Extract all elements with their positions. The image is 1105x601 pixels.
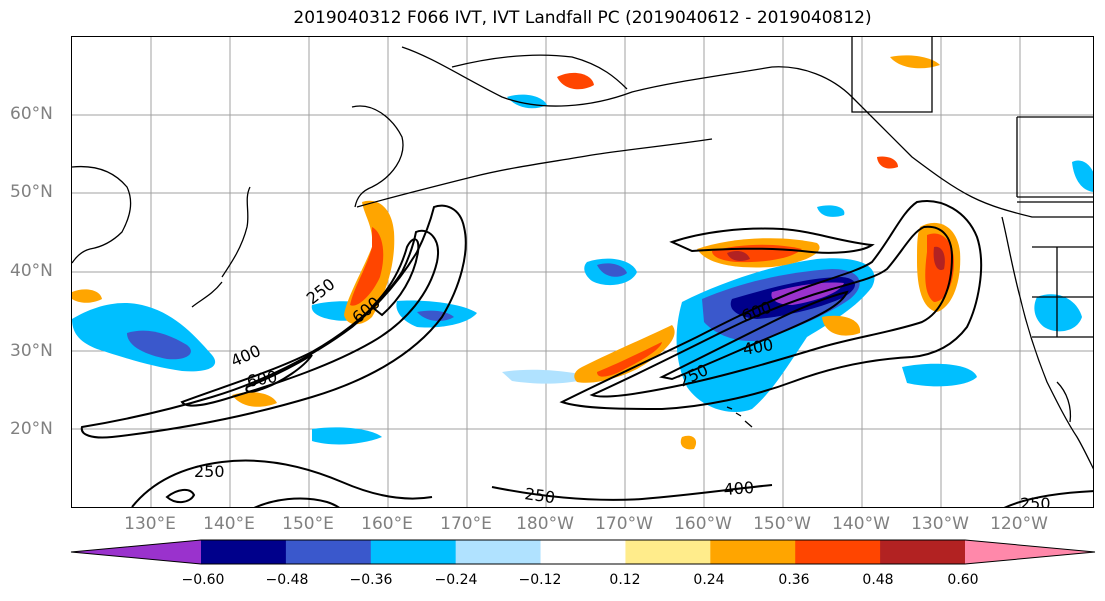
contour-label: 400 [723,478,755,499]
contour-250-south [254,497,340,507]
positive-anomaly-region [822,315,861,336]
contour-250-east [559,200,983,411]
colorbar-tick-label: −0.48 [265,572,309,588]
negative-anomaly-region [1034,294,1082,332]
longitude-label: 140°E [203,514,255,534]
contour-250-east-north [669,227,875,254]
north-america-coastline [1001,216,1093,470]
positive-anomaly-region [72,289,102,303]
colorbar-segment [880,540,966,564]
siberia-coastline [451,54,628,90]
latitude-label: 30°N [10,341,53,361]
contour-600-west-north [370,238,420,317]
colorbar-segment [710,540,796,564]
colorbar-tick-label: 0.36 [778,572,810,588]
contour-250-south-mid [491,484,773,501]
contour-label: 400 [228,341,264,371]
colorbar-tick-label: −0.36 [349,572,393,588]
colorbar-segment [795,540,881,564]
longitude-label: 160°W [674,514,732,534]
asia-coastline [72,165,132,264]
colorbar-segment [285,540,372,564]
longitude-label: 170°W [595,514,653,534]
latitude-label: 50°N [10,182,53,202]
colorbar-extension-low [71,540,201,564]
latitude-label: 60°N [10,104,53,124]
contour-label: 250 [1020,494,1051,508]
colorbar [70,539,1096,565]
colorbar-extension-high [965,540,1095,564]
colorbar-segment [201,540,287,564]
contour-600-east [658,290,849,381]
longitude-label: 130°W [911,514,969,534]
alaska-coastline [401,46,1093,218]
colorbar-segment [455,540,542,564]
positive-anomaly-region [890,55,940,69]
colorbar-tick-label: −0.60 [181,572,225,588]
longitude-label: 150°E [282,514,334,534]
colorbar-tick-label: −0.24 [434,572,478,588]
contour-label: 250 [523,484,556,507]
map-canvas: 250 400 600 600 250 600 400 250 250 400 … [72,37,1093,508]
colorbar-segment [625,540,711,564]
coastlines [72,37,1093,470]
japan-coastline [191,186,251,308]
colorbar-outline [70,539,1096,565]
contour-250-east-south-loop [165,489,196,503]
negative-anomaly-region [597,263,627,277]
negative-anomaly-region [902,363,977,387]
canada-border [851,37,1093,203]
positive-anomaly-region [877,156,898,169]
contour-250-southeast [1003,490,1093,507]
longitude-label: 150°W [753,514,811,534]
contour-400-west [180,229,439,407]
latitude-label: 20°N [10,419,53,439]
colorbar-tick-label: −0.12 [518,572,562,588]
negative-anomaly-region [502,369,592,384]
contour-400-east [589,225,954,398]
positive-anomaly-region [680,435,697,450]
positive-anomaly-region [574,325,675,383]
positive-anomaly-region [350,227,384,306]
contour-label: 250 [194,462,225,481]
positive-anomaly-region [933,246,945,271]
negative-anomaly-region [1072,160,1093,192]
longitude-label: 140°W [832,514,890,534]
contour-250-west [80,204,467,439]
negative-anomaly-region [507,94,547,109]
ivt-contours [80,200,1093,507]
longitude-label: 160°E [361,514,413,534]
negative-anomaly-region [817,205,845,217]
colorbar-tick-label: 0.60 [947,572,979,588]
colorbar-tick-label: 0.12 [609,572,641,588]
contour-600-west [245,354,313,393]
negative-anomaly-region [771,282,844,305]
kamchatka-coastline [351,105,404,208]
colorbar-segments [70,539,1096,565]
positive-anomaly-region [727,251,750,261]
map-panel: 250 400 600 600 250 600 400 250 250 400 … [71,36,1094,508]
negative-anomaly-region [127,330,191,360]
colorbar-tick-label: 0.48 [862,572,894,588]
map-title: 2019040312 F066 IVT, IVT Landfall PC (20… [293,8,872,28]
latitude-label: 40°N [10,261,53,281]
longitude-label: 120°W [990,514,1048,534]
colorbar-tick-label: 0.24 [693,572,725,588]
baja-coastline [1056,381,1072,423]
us-states [1032,246,1093,338]
longitude-label: 180°W [516,514,574,534]
positive-anomaly-region [232,392,277,407]
negative-anomaly-region [312,427,382,445]
positive-anomaly-region [597,342,662,377]
contour-label: 600 [245,367,278,391]
positive-anomaly-region [557,72,594,90]
colorbar-segment [540,540,626,564]
longitude-label: 130°E [124,514,176,534]
gridlines [72,37,1093,507]
contour-250-southwest [131,459,433,507]
hawaii-islands [726,406,753,428]
colorbar-segment [370,540,457,564]
longitude-label: 170°E [440,514,492,534]
aleutian-chain [356,138,713,208]
